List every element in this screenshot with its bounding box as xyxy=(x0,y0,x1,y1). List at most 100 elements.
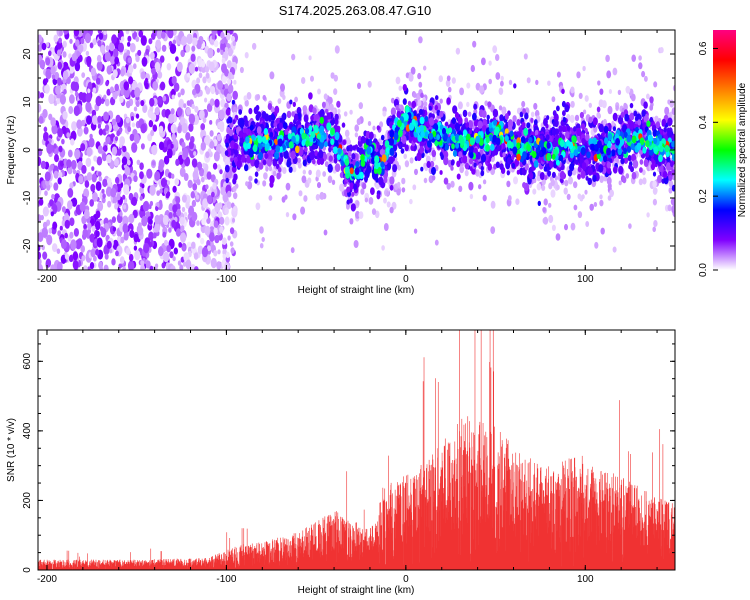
spectrogram-cell xyxy=(629,102,634,109)
spectrogram-cell xyxy=(166,245,171,253)
spectrogram-cell xyxy=(274,151,280,160)
spectrogram-cell xyxy=(38,103,42,113)
spectrogram-cell xyxy=(597,80,601,86)
spectrogram-cell xyxy=(154,214,161,225)
spectrogram-cell xyxy=(392,164,398,173)
spectrogram-cell xyxy=(667,129,673,139)
spectrogram-cell xyxy=(315,169,321,178)
spectrogram-cell xyxy=(58,171,63,178)
spectrogram-cell xyxy=(158,163,164,173)
spectrogram-cell xyxy=(472,40,477,48)
spectrogram-cell xyxy=(285,182,291,191)
spectrogram-cell xyxy=(655,121,661,129)
spectrogram-cell xyxy=(279,152,284,158)
spectrogram-cell xyxy=(214,98,220,108)
spectrogram-cell xyxy=(577,173,581,180)
spectrogram-cell xyxy=(162,214,169,226)
spectrogram-cell xyxy=(360,188,365,195)
spectrogram-cell xyxy=(244,120,249,127)
spectrogram-cell xyxy=(104,51,111,62)
spectrogram-cell xyxy=(205,72,210,79)
spectrogram-cell xyxy=(417,72,422,80)
spectrogram-cell xyxy=(140,100,145,107)
spectrogram-cell xyxy=(105,80,109,87)
spectrogram-cell xyxy=(412,184,417,191)
spectrogram-cell xyxy=(599,88,604,95)
spectrogram-cell xyxy=(243,95,248,102)
spectrogram-cell xyxy=(579,111,585,119)
spectrogram-cell xyxy=(59,30,63,37)
spectrogram-cell xyxy=(98,261,103,269)
spectrogram-cell xyxy=(371,208,377,216)
spectrogram-cell xyxy=(201,60,206,68)
spectrogram-cell xyxy=(69,231,74,239)
spectrogram-cell xyxy=(284,128,289,136)
spectrogram-cell xyxy=(140,143,145,150)
spectrogram-cell xyxy=(116,193,121,201)
spectrogram-cell xyxy=(292,213,297,221)
spectrogram-cell xyxy=(128,213,135,224)
spectrogram-cell xyxy=(154,106,160,116)
spectrogram-cell xyxy=(419,145,425,154)
spectrogram-cell xyxy=(290,247,295,254)
spectrogram-cell xyxy=(643,101,648,109)
spectrogram-cell xyxy=(326,112,332,120)
spectrogram-cell xyxy=(607,105,613,115)
spectrogram-cell xyxy=(270,148,275,155)
spectrogram-cell xyxy=(625,85,631,94)
spectrogram-cell xyxy=(61,206,66,213)
spectrogram-cell xyxy=(477,120,483,129)
spectrogram-cell xyxy=(652,187,658,195)
spectrogram-cell xyxy=(292,101,296,107)
spectrogram-cell xyxy=(522,108,526,115)
spectrogram-cell xyxy=(395,76,401,85)
spectrogram-cell xyxy=(565,131,570,139)
spectrogram-cell xyxy=(106,88,111,96)
spectrogram-cell xyxy=(289,99,293,105)
spectrogram-cell xyxy=(209,140,215,149)
spectrogram-cell xyxy=(212,162,218,170)
spectrogram-cell xyxy=(66,159,72,168)
spectrogram-cell xyxy=(269,175,275,184)
spectrogram-cell xyxy=(624,113,630,122)
spectrogram-cell xyxy=(192,88,197,96)
spectrogram-cell xyxy=(41,227,48,239)
spectrogram-cell xyxy=(360,154,365,162)
spectrogram-cell xyxy=(465,122,469,128)
spectrogram-cell xyxy=(312,158,316,165)
spectrogram-cell xyxy=(495,161,500,169)
spectrogram-cell xyxy=(585,221,590,227)
spectrogram-cell xyxy=(60,239,67,250)
spectrogram-cell xyxy=(38,115,44,124)
spectrogram-cell xyxy=(383,223,389,231)
spectrogram-cell xyxy=(177,125,182,134)
spectrogram-cell xyxy=(188,63,196,75)
spectrogram-cell xyxy=(219,216,225,225)
spectrogram-cell xyxy=(374,210,380,219)
spectrogram-cell xyxy=(85,157,92,167)
spectrogram-cell xyxy=(261,111,267,119)
spectrogram-cell xyxy=(500,80,504,87)
spectrogram-cell xyxy=(70,239,77,251)
spectrogram-cell xyxy=(500,75,504,81)
spectrogram-cell xyxy=(127,126,132,133)
spectrogram-cell xyxy=(173,247,178,255)
spectrogram-cell xyxy=(469,137,475,146)
spectrogram-cell xyxy=(96,54,102,63)
spectrogram-cell xyxy=(158,246,164,257)
spectrogram-cell xyxy=(397,119,402,128)
spectrogram-cell xyxy=(493,119,498,126)
spectrogram-cell xyxy=(297,162,302,169)
spectrogram-cell xyxy=(280,83,285,92)
spectrogram-cell xyxy=(366,165,372,175)
spectrogram-cell xyxy=(215,89,219,96)
spectrogram-cell xyxy=(202,76,207,84)
spectrogram-cell xyxy=(502,109,506,116)
spectrogram-cell xyxy=(533,102,538,110)
spectrogram-cell xyxy=(481,110,487,119)
spectrogram-cell xyxy=(631,153,637,162)
figure-title: S174.2025.263.08.47.G10 xyxy=(279,3,432,18)
spectrogram-cell xyxy=(118,42,124,53)
spectrogram-cell xyxy=(81,119,86,127)
spectrogram-cell xyxy=(128,253,134,262)
